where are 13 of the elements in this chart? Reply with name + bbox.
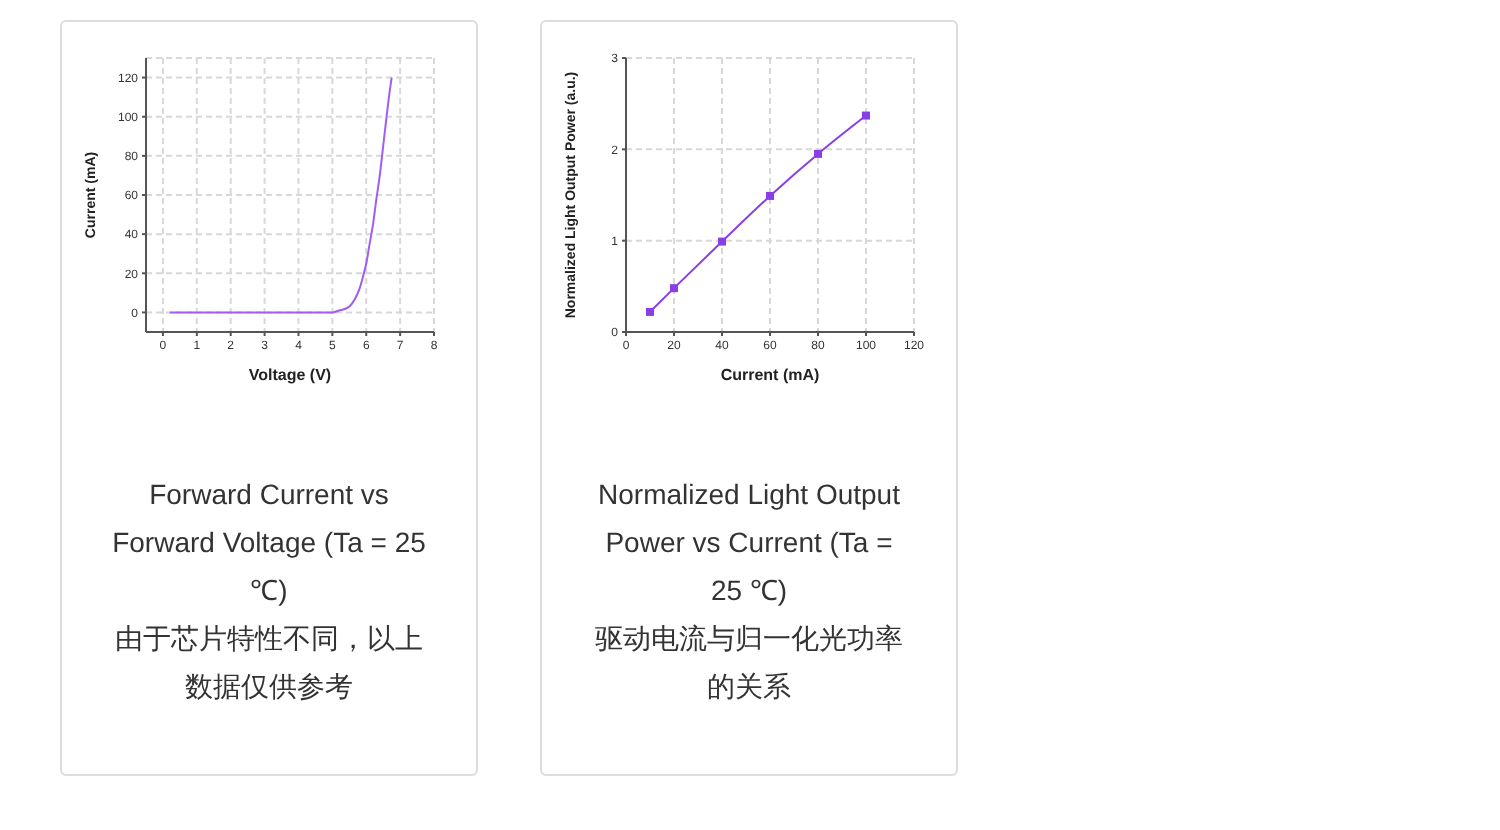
x-axis-title: Voltage (V) xyxy=(248,366,332,384)
point xyxy=(766,191,774,200)
text: 由于芯片特性不同，以上数据仅供参考 xyxy=(113,620,425,706)
text: 驱动电流与归一化光功率的关系 xyxy=(593,620,905,706)
point xyxy=(718,237,726,246)
text: Forward Current vs Forward Voltage (Ta = 25 ℃) xyxy=(110,476,428,610)
line-series xyxy=(168,76,393,314)
point xyxy=(814,149,822,158)
point xyxy=(646,307,654,316)
text: Normalized Light Output Power vs Current (Ta = 25 ℃) xyxy=(596,476,902,610)
point xyxy=(670,284,678,293)
point xyxy=(862,111,870,120)
x-axis-title: Current (mA) xyxy=(720,366,820,384)
